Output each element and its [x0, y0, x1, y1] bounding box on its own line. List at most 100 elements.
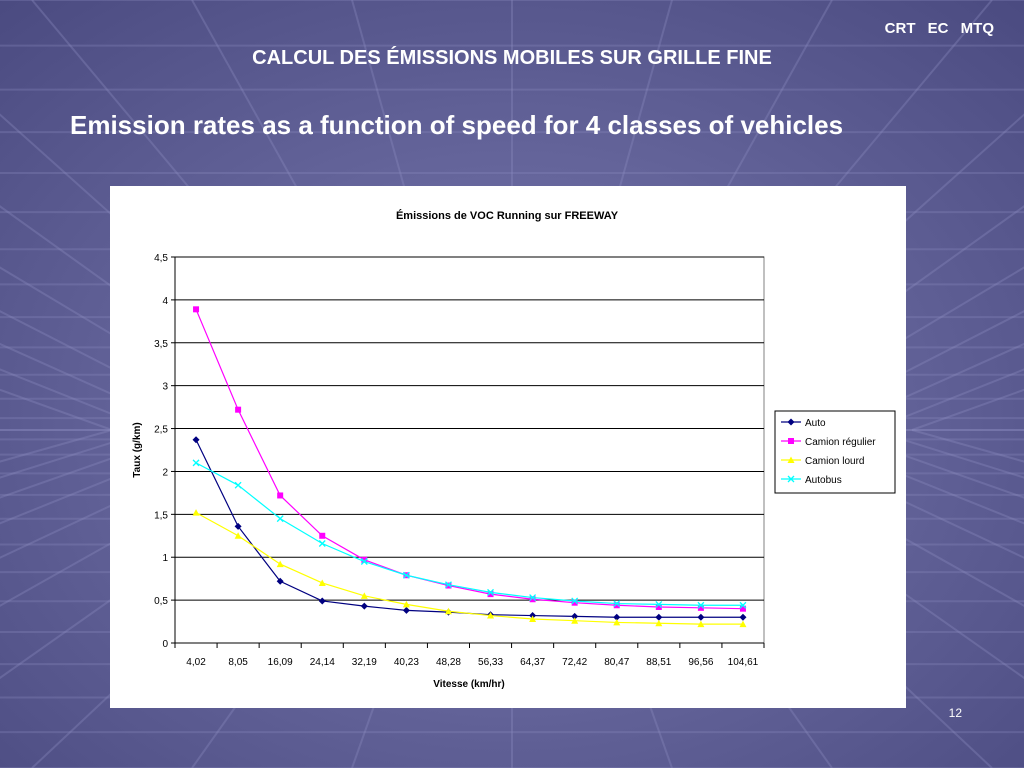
data-point: [192, 459, 200, 467]
series-line: [195, 309, 743, 610]
data-point: [318, 579, 326, 586]
data-point: [487, 591, 494, 598]
data-point: [529, 615, 537, 622]
data-point: [529, 596, 536, 603]
data-point: [361, 556, 368, 563]
slide-title: Emission rates as a function of speed fo…: [70, 110, 844, 140]
data-point: [571, 612, 579, 620]
series-autobus: [192, 459, 747, 609]
data-point: [613, 613, 621, 621]
data-point: [655, 603, 662, 610]
data-point: [487, 588, 494, 596]
data-point: [402, 606, 410, 614]
series-camion-lourd: [192, 509, 747, 628]
data-point: [571, 617, 579, 624]
data-point: [655, 613, 663, 621]
y-tick-label: 3,5: [154, 339, 168, 350]
x-tick-label: 80,47: [604, 657, 629, 668]
x-tick-label: 104,61: [728, 657, 759, 668]
slide-subtitle: CALCUL DES ÉMISSIONS MOBILES SUR GRILLE …: [252, 47, 772, 69]
plot-frame: [174, 256, 765, 644]
y-tick-label: 3: [162, 382, 168, 393]
data-point: [402, 600, 410, 608]
data-point: [192, 436, 200, 444]
x-tick-label: 4,02: [186, 657, 206, 668]
y-tick-label: 4,5: [154, 253, 168, 264]
data-point: [739, 613, 747, 621]
legend-marker: [787, 456, 795, 463]
legend-entry: Camion régulier: [781, 437, 876, 448]
data-point: [697, 620, 705, 628]
data-point: [697, 613, 705, 621]
y-tick-label: 0: [162, 639, 168, 650]
legend-entry: Auto: [781, 418, 826, 429]
data-point: [697, 601, 705, 609]
data-point: [697, 604, 704, 611]
y-tick-label: 2: [162, 467, 168, 478]
data-point: [739, 605, 746, 612]
data-point: [445, 581, 452, 589]
data-point: [192, 509, 200, 516]
data-point: [318, 597, 326, 605]
x-tick-label: 48,28: [436, 657, 461, 668]
series-line: [195, 512, 743, 625]
legend-marker: [787, 418, 795, 426]
series-line: [195, 462, 743, 606]
data-point: [739, 620, 747, 628]
x-tick-label: 8,05: [228, 657, 248, 668]
legend-label: Camion lourd: [805, 456, 864, 467]
data-point: [319, 532, 326, 539]
data-point: [487, 612, 495, 619]
x-axis-label: Vitesse (km/hr): [433, 679, 505, 690]
data-point: [739, 601, 747, 609]
data-point: [613, 602, 620, 609]
y-axis-label: Taux (g/km): [132, 422, 143, 477]
data-point: [529, 594, 537, 601]
line-chart: Émissions de VOC Running sur FREEWAY Vit…: [132, 209, 896, 690]
x-tick-label: 72,42: [562, 657, 587, 668]
data-point: [360, 602, 368, 610]
data-point: [234, 532, 242, 539]
data-point: [571, 599, 578, 606]
x-tick-label: 56,33: [478, 657, 503, 668]
x-tick-label: 64,37: [520, 657, 545, 668]
chart-panel: Émissions de VOC Running sur FREEWAY Vit…: [110, 186, 906, 708]
legend-label: Autobus: [805, 475, 842, 486]
data-point: [318, 540, 326, 547]
data-point: [360, 558, 368, 565]
data-point: [276, 560, 284, 568]
data-point: [613, 618, 621, 626]
data-point: [277, 492, 284, 499]
y-tick-label: 4: [162, 296, 168, 307]
data-point: [276, 515, 284, 523]
data-point: [402, 571, 410, 579]
slide-number: 12: [948, 706, 962, 720]
legend: Auto Camion régulier Camion lourd Autobus: [774, 410, 896, 494]
legend-entry: Camion lourd: [781, 456, 864, 467]
data-point: [655, 619, 663, 627]
data-point: [444, 607, 452, 615]
x-tick-label: 16,09: [268, 657, 293, 668]
y-tick-label: 1,5: [154, 510, 168, 521]
legend-marker: [787, 475, 795, 483]
chart-title: Émissions de VOC Running sur FREEWAY: [396, 209, 619, 222]
data-point: [655, 600, 663, 608]
org-label: CRT EC MTQ: [884, 20, 994, 37]
x-tick-label: 88,51: [646, 657, 671, 668]
data-point: [276, 577, 284, 585]
data-point: [235, 406, 242, 413]
x-tick-label: 96,56: [688, 657, 713, 668]
plot-area: 0 0,5 1 1,5 2 2,5 3 3,5 4 4,5 4,02 8,05 16,09 24,14 32…: [154, 253, 765, 668]
y-tick-label: 2,5: [154, 425, 168, 436]
data-point: [613, 600, 621, 608]
x-tick-label: 32,19: [352, 657, 377, 668]
legend-label: Camion régulier: [805, 437, 876, 448]
data-point: [234, 481, 242, 489]
x-tick-label: 40,23: [394, 657, 419, 668]
legend-entry: Autobus: [781, 475, 842, 486]
legend-label: Auto: [805, 418, 826, 429]
y-tick-label: 1: [162, 553, 168, 564]
data-point: [571, 597, 579, 605]
data-point: [234, 522, 242, 530]
data-point: [360, 592, 368, 599]
